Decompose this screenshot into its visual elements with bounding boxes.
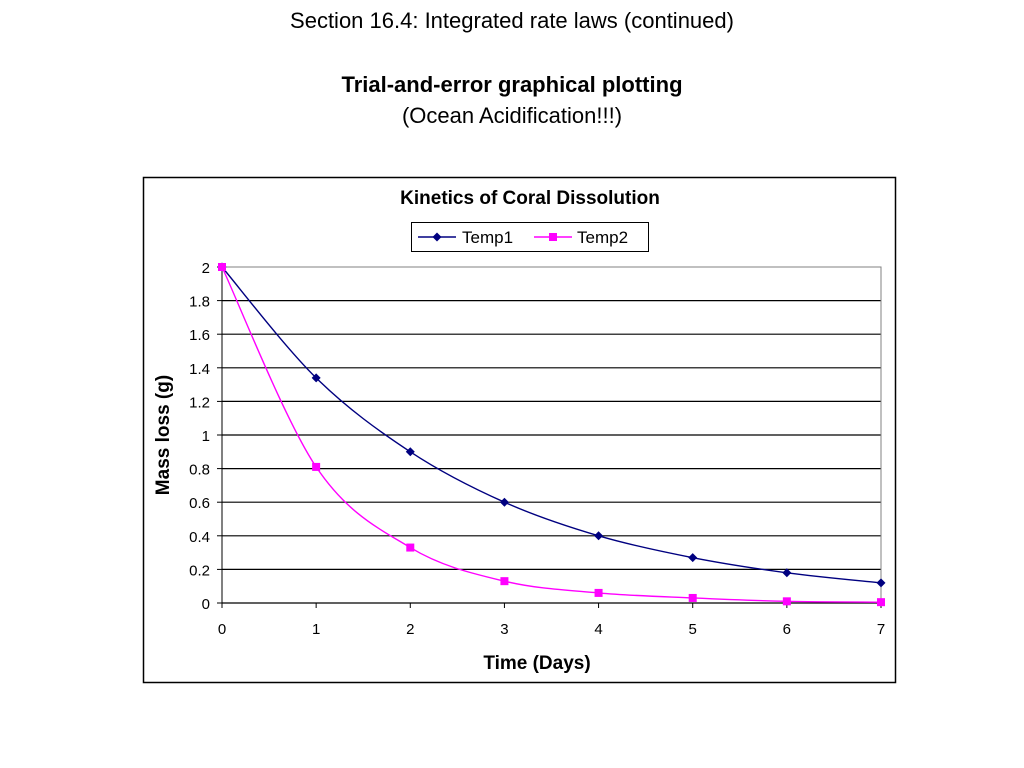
data-point-temp2 xyxy=(500,577,509,586)
series xyxy=(217,262,886,607)
y-tick-label: 0 xyxy=(202,596,210,613)
x-tick-label: 6 xyxy=(783,621,791,638)
data-point-temp1 xyxy=(688,553,698,563)
y-tick-label: 2 xyxy=(202,260,210,277)
legend-label-temp2: Temp2 xyxy=(577,228,628,247)
y-tick-label: 1 xyxy=(202,428,210,445)
slide-note: (Ocean Acidification!!!) xyxy=(401,103,623,128)
y-tick-label: 0.6 xyxy=(189,495,210,512)
legend: Temp1 Temp2 xyxy=(411,222,649,252)
x-axis-label: Time (Days) xyxy=(483,653,590,674)
chart-title: Kinetics of Coral Dissolution xyxy=(400,188,660,209)
axes: 0 0.2 0.4 0.6 0.8 1 1.2 1.4 1.6 1.8 2 0 1 2 3 4 5 6 7 xyxy=(189,260,885,638)
data-point-temp2 xyxy=(312,462,321,471)
x-tick-label: 7 xyxy=(877,621,885,638)
y-tick-label: 1.2 xyxy=(189,394,210,411)
y-tick-label: 1.8 xyxy=(189,294,210,311)
x-tick-label: 3 xyxy=(500,621,508,638)
y-axis-label: Mass loss (g) xyxy=(153,375,174,495)
data-point-temp1 xyxy=(499,497,509,507)
data-point-temp2 xyxy=(218,263,226,271)
data-point-temp1 xyxy=(594,531,604,541)
gridlines xyxy=(222,300,881,571)
x-tick-label: 2 xyxy=(406,621,414,638)
y-tick-label: 0.4 xyxy=(189,529,210,546)
data-point-temp2 xyxy=(877,598,885,607)
chart-frame xyxy=(142,176,897,684)
legend-marker-temp2 xyxy=(549,233,557,241)
data-point-temp2 xyxy=(594,588,603,597)
slide-subtitle: Trial-and-error graphical plotting xyxy=(341,72,683,97)
data-point-temp1 xyxy=(311,373,321,383)
y-tick-label: 1.6 xyxy=(189,327,210,344)
slide-title: Section 16.4: Integrated rate laws (cont… xyxy=(290,8,734,33)
x-tick-label: 4 xyxy=(594,621,602,638)
legend-label-temp1: Temp1 xyxy=(462,228,513,247)
x-tick-label: 1 xyxy=(312,621,320,638)
x-tick-label: 0 xyxy=(218,621,226,638)
data-point-temp1 xyxy=(876,578,886,588)
series-line-temp2 xyxy=(221,266,882,603)
data-point-temp2 xyxy=(688,593,697,602)
y-tick-label: 1.4 xyxy=(189,361,210,378)
data-point-temp1 xyxy=(405,447,415,457)
x-tick-label: 5 xyxy=(689,621,697,638)
y-tick-label: 0.2 xyxy=(189,562,210,579)
data-point-temp2 xyxy=(782,597,791,606)
data-point-temp2 xyxy=(406,543,415,552)
y-tick-label: 0.8 xyxy=(189,462,210,479)
legend-marker-temp1 xyxy=(432,232,442,242)
data-point-temp1 xyxy=(782,568,792,578)
